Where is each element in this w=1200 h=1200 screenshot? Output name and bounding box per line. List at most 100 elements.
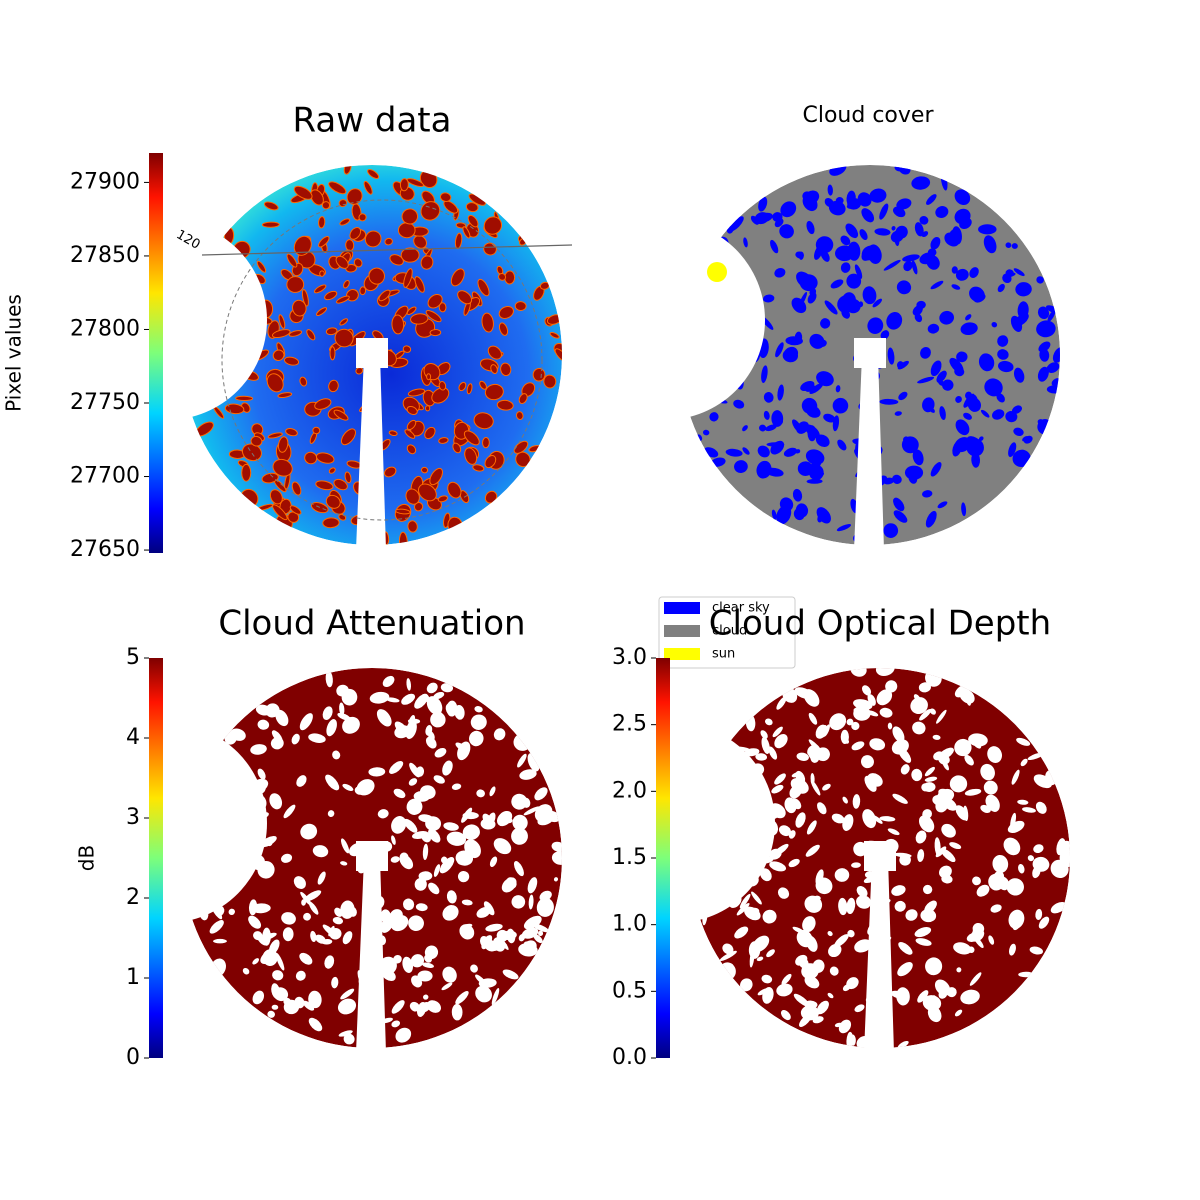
image-blob [498, 305, 514, 319]
image-blob [828, 943, 842, 958]
image-blob [890, 230, 904, 243]
image-blob [426, 696, 443, 715]
image-blob [792, 926, 806, 934]
image-blob [428, 828, 441, 843]
image-blob [976, 884, 990, 897]
image-blob [315, 452, 335, 464]
image-blob [502, 969, 519, 980]
image-blob [263, 201, 279, 211]
image-blob [256, 260, 267, 273]
image-blob [401, 693, 416, 705]
image-blob [801, 397, 818, 414]
image-blob [997, 335, 1009, 347]
image-blob [776, 505, 792, 525]
image-blob [451, 1003, 463, 1021]
image-blob [806, 478, 823, 484]
image-blob [421, 832, 431, 843]
image-blob [452, 442, 462, 454]
image-blob [1036, 276, 1044, 284]
legend-label: clear sky [712, 601, 770, 616]
camera-mask [356, 338, 388, 368]
image-blob [363, 180, 373, 195]
image-blob [293, 235, 312, 256]
image-blob [496, 399, 514, 411]
image-blob [501, 877, 517, 893]
image-blob [419, 785, 436, 800]
image-blob [1020, 758, 1028, 767]
panel: Raw data 27650 27700 27750 27800 27850 27900 Pi… [2, 101, 573, 562]
image-blob [911, 176, 931, 190]
image-blob [805, 449, 825, 465]
image-blob [400, 247, 420, 263]
image-blob [963, 412, 972, 420]
image-blob [851, 741, 865, 751]
image-blob [955, 268, 969, 281]
image-blob [300, 823, 318, 840]
image-blob [775, 417, 784, 426]
image-blob [764, 718, 773, 726]
image-blob [846, 202, 858, 209]
image-blob [441, 982, 453, 991]
horizon-mask [565, 220, 765, 420]
image-blob [862, 809, 877, 829]
image-blob [549, 331, 560, 339]
image-blob [1006, 878, 1024, 896]
colorbar-tick-label: 2.0 [612, 778, 647, 803]
image-blob [774, 734, 788, 749]
colorbar-tick-label: 4 [126, 725, 140, 750]
image-blob [275, 709, 289, 727]
image-blob [844, 738, 850, 744]
image-blob [862, 286, 877, 305]
image-blob [930, 995, 938, 1015]
image-blob [896, 280, 912, 295]
image-blob [398, 531, 408, 545]
image-blob [992, 409, 1005, 420]
image-blob [946, 987, 957, 998]
image-blob [493, 838, 512, 855]
image-blob [491, 988, 500, 1006]
image-blob [827, 931, 833, 937]
image-blob [293, 876, 306, 889]
image-blob [799, 958, 809, 969]
image-blob [551, 841, 562, 852]
image-blob [929, 708, 936, 715]
image-blob [527, 877, 538, 894]
image-blob [743, 237, 748, 248]
image-blob [301, 899, 306, 906]
image-blob [772, 726, 783, 738]
image-blob [919, 708, 932, 721]
image-blob [271, 1004, 279, 1010]
image-blob [384, 237, 393, 246]
image-blob [898, 942, 913, 955]
image-blob [805, 844, 820, 857]
image-blob [257, 719, 270, 730]
image-blob [763, 410, 770, 420]
image-blob [369, 691, 390, 704]
mast-mask [854, 355, 884, 550]
image-blob [1018, 863, 1025, 874]
image-blob [792, 419, 803, 433]
image-blob [324, 290, 338, 301]
image-blob [920, 347, 931, 359]
image-blob [894, 900, 906, 912]
image-blob [289, 505, 302, 515]
image-blob [497, 810, 513, 827]
image-blob [896, 198, 912, 210]
image-blob [378, 289, 391, 302]
image-blob [521, 927, 539, 939]
image-blob [954, 189, 971, 205]
image-blob [333, 478, 348, 491]
image-blob [271, 730, 283, 743]
image-blob [322, 517, 340, 529]
image-blob [777, 384, 784, 401]
image-blob [356, 779, 375, 796]
image-blob [286, 276, 305, 293]
image-blob [497, 935, 509, 950]
image-blob [490, 364, 498, 374]
image-blob [966, 932, 981, 942]
image-blob [770, 239, 779, 254]
image-blob [334, 907, 343, 917]
image-blob [893, 510, 908, 523]
image-blob [457, 741, 471, 761]
image-blob [296, 775, 307, 787]
